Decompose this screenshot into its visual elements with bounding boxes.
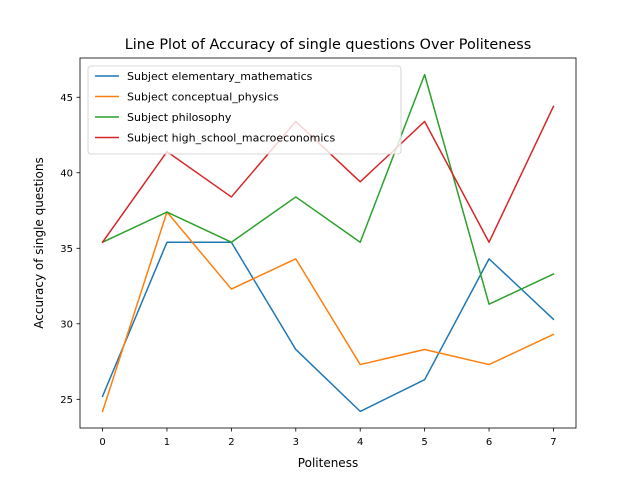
y-axis-ticks: 25 30 35 40 45 <box>60 93 80 406</box>
series-line-0 <box>101 241 555 413</box>
plot-frame <box>79 57 577 429</box>
series-line-1 <box>101 211 555 413</box>
x-tick-label: 2 <box>228 437 234 448</box>
x-tick-label: 0 <box>99 437 105 448</box>
x-tick-label: 5 <box>421 437 427 448</box>
legend-box <box>87 65 402 155</box>
legend: Subject elementary_mathematics Subject co… <box>87 65 402 155</box>
x-tick-label: 6 <box>486 437 492 448</box>
x-axis-ticks: 0 1 2 3 4 5 6 7 <box>99 428 557 448</box>
legend-label-2: Subject philosophy <box>127 111 232 124</box>
x-axis-label: Politeness <box>298 456 358 470</box>
x-tick-label: 1 <box>164 437 170 448</box>
chart-title: Line Plot of Accuracy of single question… <box>125 37 531 53</box>
x-tick-label: 3 <box>293 437 299 448</box>
y-tick-label: 45 <box>60 93 73 104</box>
y-tick-label: 40 <box>60 168 73 179</box>
y-tick-label: 35 <box>60 244 73 255</box>
legend-label-3: Subject high_school_macroeconomics <box>127 132 335 145</box>
x-tick-label: 4 <box>357 437 363 448</box>
legend-label-1: Subject conceptual_physics <box>127 91 279 104</box>
y-tick-label: 25 <box>60 395 73 406</box>
y-tick-label: 30 <box>60 319 73 330</box>
y-axis-label: Accuracy of single questions <box>32 157 46 328</box>
legend-label-0: Subject elementary_mathematics <box>127 70 313 83</box>
x-tick-label: 7 <box>550 437 556 448</box>
series-line-2 <box>101 73 555 305</box>
